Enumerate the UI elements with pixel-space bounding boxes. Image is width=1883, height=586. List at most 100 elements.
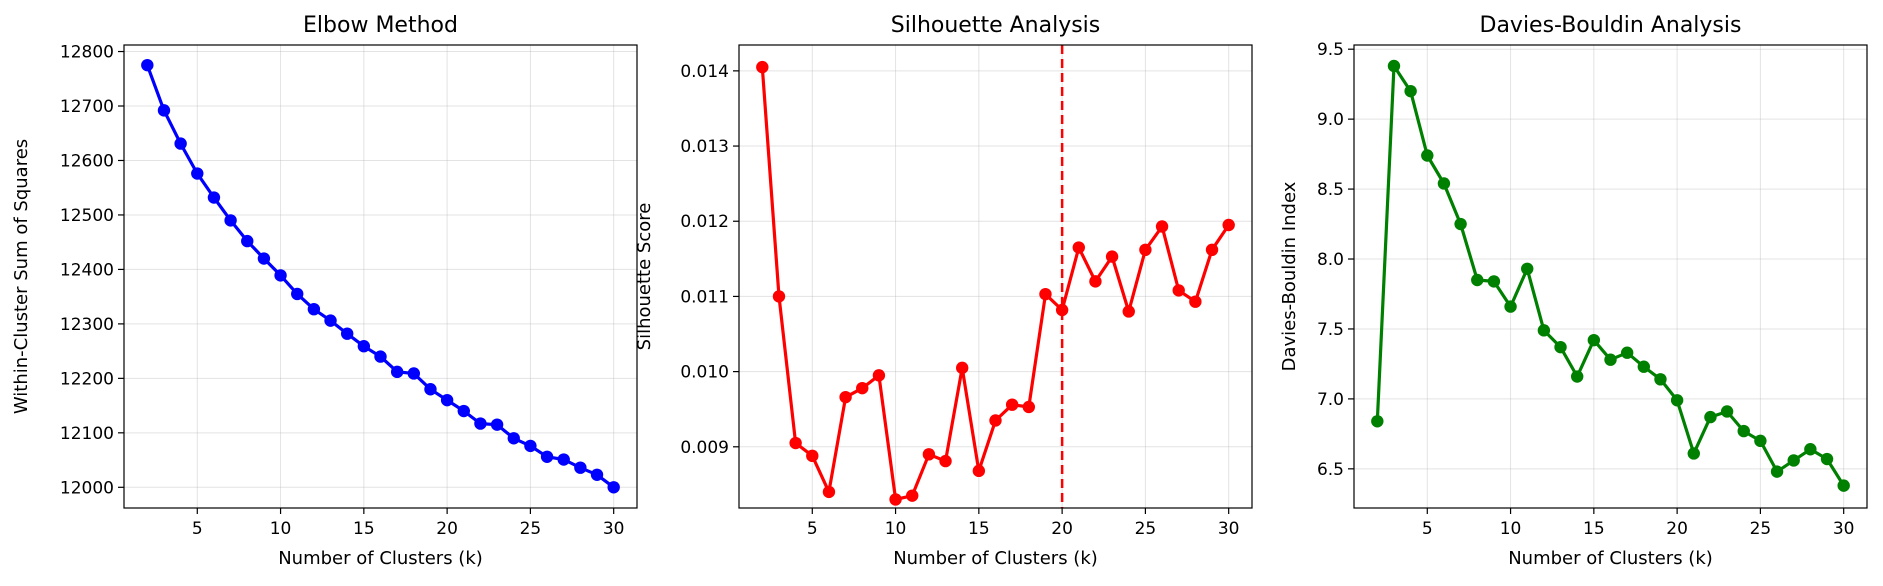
davies-bouldin-data-point <box>1737 424 1750 438</box>
davies-bouldin-x-tick-label: 5 <box>1422 519 1433 539</box>
silhouette-x-tick-label: 25 <box>1135 519 1157 539</box>
davies-bouldin-axes-frame <box>1353 44 1868 509</box>
davies-bouldin-data-point <box>1654 373 1667 386</box>
elbow-data-point <box>457 404 470 418</box>
davies-bouldin-y-tick-label: 7.5 <box>1317 320 1344 340</box>
silhouette-y-tick-label: 0.011 <box>680 287 729 307</box>
silhouette-x-axis-label: Number of Clusters (k) <box>893 548 1098 569</box>
elbow-y-tick-label: 12500 <box>60 206 114 226</box>
davies-bouldin-data-point <box>1487 275 1501 288</box>
davies-bouldin-data-point <box>1437 177 1451 190</box>
silhouette-data-point <box>906 489 919 502</box>
elbow-data-point <box>357 340 371 353</box>
elbow-data-point <box>490 418 504 431</box>
davies-bouldin-data-point <box>1837 479 1850 492</box>
elbow-data-point <box>407 367 421 380</box>
davies-bouldin-x-tick-label: 10 <box>1500 519 1522 539</box>
davies-bouldin-title: Davies-Bouldin Analysis <box>1480 13 1742 38</box>
elbow-data-point <box>241 234 254 248</box>
elbow-data-point <box>340 327 354 340</box>
silhouette-x-tick-label: 10 <box>885 519 907 539</box>
davies-bouldin-data-point <box>1471 273 1484 287</box>
davies-bouldin-x-tick-label: 25 <box>1750 519 1772 539</box>
davies-bouldin-data-point <box>1421 149 1434 162</box>
elbow-axes-frame <box>123 44 638 509</box>
elbow-title: Elbow Method <box>303 13 458 38</box>
silhouette-data-point <box>1022 400 1036 414</box>
elbow-data-point <box>390 365 404 379</box>
davies-bouldin-data-point <box>1820 452 1834 466</box>
silhouette-data-point <box>772 290 786 303</box>
elbow-y-axis-label: Within-Cluster Sum of Squares <box>11 139 32 414</box>
elbow-y-tick-label: 12700 <box>60 97 114 117</box>
davies-bouldin-data-point <box>1387 59 1401 73</box>
elbow-y-tick-label: 12800 <box>60 43 114 63</box>
elbow-y-tick-label: 12600 <box>60 151 114 171</box>
elbow-x-tick-label: 5 <box>192 519 203 539</box>
elbow-data-point <box>524 439 537 453</box>
silhouette-data-point <box>972 464 986 478</box>
elbow-y-tick-label: 12300 <box>60 315 114 335</box>
silhouette-data-point <box>1105 250 1119 263</box>
davies-bouldin-x-tick-label: 15 <box>1583 519 1605 539</box>
davies-bouldin-data-point <box>1637 360 1651 373</box>
elbow-data-point <box>507 432 520 445</box>
elbow-data-point <box>440 393 454 407</box>
silhouette-data-point <box>1189 295 1202 308</box>
davies-bouldin-data-point <box>1754 434 1767 448</box>
davies-bouldin-y-tick-label: 7.0 <box>1317 390 1344 410</box>
davies-bouldin-data-point <box>1620 346 1634 359</box>
davies-bouldin-data-point <box>1521 262 1534 276</box>
elbow-data-point <box>157 104 171 117</box>
silhouette-data-point <box>1155 220 1169 233</box>
elbow-data-point <box>324 314 337 327</box>
silhouette-axes-frame <box>738 44 1253 509</box>
elbow-data-point <box>540 450 554 463</box>
silhouette-y-tick-label: 0.009 <box>680 438 729 458</box>
silhouette-data-point <box>1139 243 1152 257</box>
elbow-data-point <box>257 252 271 265</box>
silhouette-data-point <box>1039 287 1052 301</box>
davies-bouldin-y-tick-label: 9.0 <box>1317 110 1344 130</box>
silhouette-data-point <box>922 448 936 461</box>
elbow-x-tick-label: 30 <box>603 519 625 539</box>
silhouette-data-point <box>939 454 952 468</box>
davies-bouldin-data-point <box>1570 370 1584 383</box>
elbow-x-axis-label: Number of Clusters (k) <box>278 548 483 569</box>
elbow-data-point <box>207 191 221 204</box>
davies-bouldin-data-point <box>1371 415 1384 428</box>
elbow-data-point <box>574 461 587 474</box>
davies-bouldin-data-point <box>1787 454 1800 467</box>
davies-bouldin-x-tick-label: 20 <box>1666 519 1688 539</box>
elbow-data-point <box>291 287 304 301</box>
silhouette-x-tick-label: 5 <box>807 519 818 539</box>
elbow-x-tick-label: 25 <box>520 519 542 539</box>
silhouette-title: Silhouette Analysis <box>891 13 1101 38</box>
elbow-data-point <box>224 214 237 227</box>
silhouette-y-axis-label: Silhouette Score <box>634 203 655 351</box>
davies-bouldin-data-point <box>1587 333 1601 347</box>
elbow-y-tick-label: 12200 <box>60 369 114 389</box>
silhouette-data-point <box>1222 218 1235 232</box>
elbow-data-point <box>557 453 570 466</box>
silhouette-data-point <box>806 449 819 463</box>
silhouette-y-tick-label: 0.012 <box>680 212 729 232</box>
elbow-data-point <box>307 302 321 316</box>
elbow-data-point <box>174 137 187 150</box>
davies-bouldin-data-point <box>1687 447 1700 460</box>
silhouette-data-point <box>989 414 1002 427</box>
davies-bouldin-data-point <box>1804 443 1817 456</box>
silhouette-data-point <box>1172 284 1185 297</box>
davies-bouldin-y-tick-label: 8.5 <box>1317 180 1344 200</box>
silhouette-data-point <box>1055 303 1069 317</box>
elbow-y-tick-label: 12000 <box>60 478 114 498</box>
silhouette-panel: 5 10 15 20 25 30 0.009 0.010 0.011 0.012 0.013 0.01… <box>634 13 1253 569</box>
elbow-data-point <box>607 481 620 494</box>
davies-bouldin-x-axis-label: Number of Clusters (k) <box>1508 548 1713 569</box>
davies-bouldin-data-point <box>1670 394 1684 407</box>
silhouette-y-tick-label: 0.010 <box>680 363 729 383</box>
elbow-data-point <box>424 383 437 396</box>
davies-bouldin-y-tick-label: 9.5 <box>1317 40 1344 60</box>
elbow-data-point <box>274 269 287 282</box>
